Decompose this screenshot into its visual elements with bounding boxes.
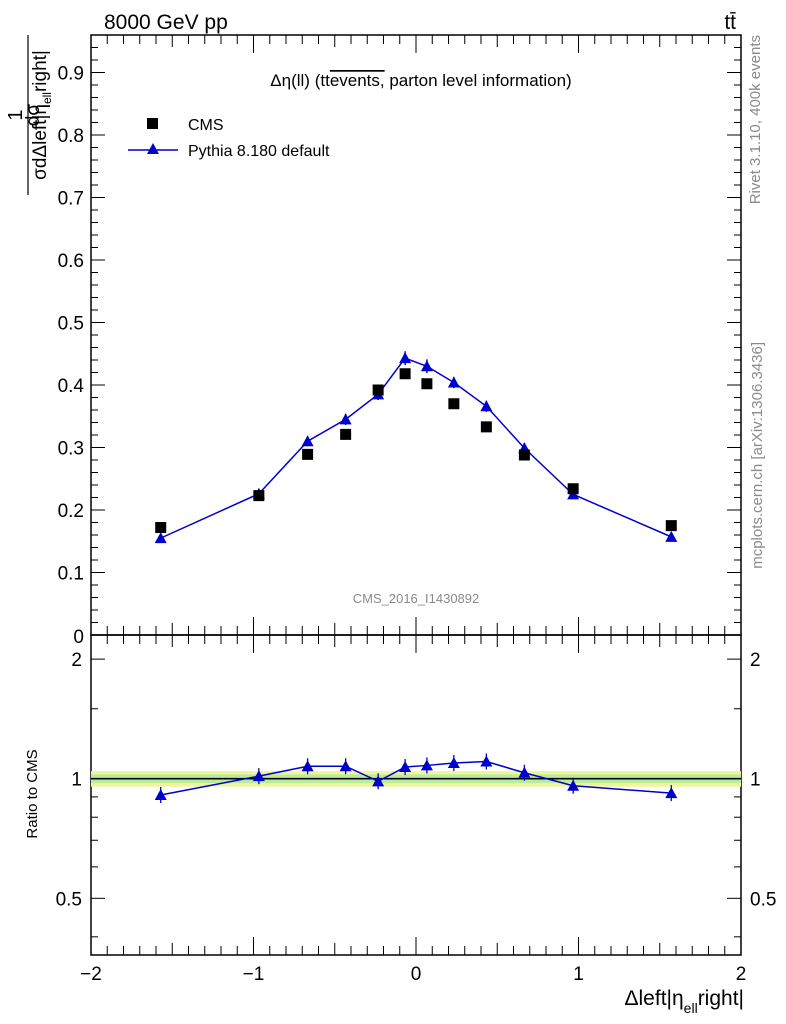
legend-pythia-label: Pythia 8.180 default: [188, 143, 330, 160]
pythia-point: [420, 360, 433, 372]
x-tick-label: 1: [573, 964, 584, 985]
ratio-y-tick-label: 2: [71, 650, 82, 671]
ratio-point: [447, 757, 460, 769]
ratio-point: [420, 759, 433, 771]
pythia-point: [301, 435, 314, 447]
cms-point: [421, 378, 433, 390]
energy-label: 8000 GeV pp: [104, 11, 228, 34]
pythia-series: [154, 351, 678, 544]
cms-point: [155, 522, 167, 533]
y-tick-label-zero: 0: [73, 627, 84, 648]
ratio-line: [160, 760, 672, 796]
ratio-point: [339, 760, 352, 772]
cms-point: [567, 483, 579, 495]
y-label-numerator: dσ: [23, 104, 44, 127]
ratio-plot-frame: [90, 634, 742, 956]
x-tick-label: −2: [80, 964, 102, 985]
ratio-y-tick-label-right: 1: [750, 770, 761, 791]
x-tick-label: −1: [243, 964, 265, 985]
cms-point: [253, 490, 265, 502]
cms-point: [665, 520, 677, 532]
ratio-point: [154, 788, 167, 800]
main-y-axis: 0.1 0.2 0.3 0.4 0.5 0.6 0.7 0.8 0.9 0: [58, 47, 741, 648]
cms-point: [302, 448, 314, 460]
y-tick-label: 0.2: [58, 501, 84, 522]
cms-point: [399, 368, 411, 380]
legend-cms-marker: [147, 118, 158, 129]
y-tick-label: 0.4: [58, 376, 85, 397]
plot-title: Δη(ll) (ttevents, parton level informati…: [270, 71, 571, 90]
cms-point: [372, 384, 384, 396]
ratio-series: [154, 753, 678, 803]
ratio-point: [372, 775, 385, 787]
main-y-axis-label: 1 σdΔleft|ηellright|: [5, 35, 54, 195]
legend-pythia-marker: [147, 143, 159, 154]
y-label-denominator: σdΔleft|ηellright|: [30, 50, 54, 180]
cms-point: [518, 449, 530, 461]
cms-point: [448, 398, 460, 410]
svg-text:1: 1: [5, 109, 27, 120]
y-tick-label: 0.6: [58, 251, 84, 272]
ratio-point: [665, 787, 678, 799]
pythia-point: [665, 530, 678, 542]
y-tick-label: 0.8: [58, 126, 84, 147]
cms-point: [480, 421, 492, 433]
ratio-point: [518, 766, 531, 778]
cms-point: [340, 428, 352, 440]
ratio-y-tick-label: 1: [71, 770, 82, 791]
cms-series: [155, 368, 677, 533]
ratio-y-tick-label-right: 2: [750, 650, 761, 671]
legend-cms-label: CMS: [188, 117, 224, 134]
y-label-numerator-group: dσ: [23, 104, 44, 127]
x-tick-label: 0: [411, 964, 422, 985]
ratio-point: [399, 761, 412, 773]
y-tick-label: 0.5: [58, 314, 84, 335]
process-label: tt̄: [724, 11, 736, 34]
ratio-point: [252, 770, 265, 782]
y-tick-label: 0.1: [58, 564, 84, 585]
source-label: mcplots.cern.ch [arXiv:1306.3436]: [749, 342, 766, 569]
ratio-y-axis-label: Ratio to CMS: [24, 749, 41, 838]
pythia-point: [480, 400, 493, 412]
pythia-point: [447, 376, 460, 388]
ratio-point: [480, 755, 493, 767]
ratio-axes: 0.5 0.5 1 1 2 2: [56, 650, 776, 938]
x-tick-label: 2: [736, 964, 747, 985]
pythia-line: [160, 357, 672, 539]
ratio-point: [567, 779, 580, 791]
pythia-point: [154, 532, 167, 544]
y-tick-label: 0.7: [58, 189, 84, 210]
ratio-reference-band: [91, 771, 741, 787]
rivet-version-label: Rivet 3.1.10, 400k events: [747, 35, 764, 204]
ratio-y-tick-label: 0.5: [56, 889, 82, 910]
pythia-point: [399, 352, 412, 364]
x-axis-label: Δleft|ηellright|: [624, 987, 744, 1016]
pythia-point: [339, 413, 352, 425]
y-tick-label: 0.9: [58, 64, 84, 85]
analysis-watermark: CMS_2016_I1430892: [353, 591, 480, 606]
x-axis-ticks: −2 −1 0 1 2: [80, 35, 746, 985]
legend: CMS Pythia 8.180 default: [128, 117, 330, 160]
y-tick-label: 0.3: [58, 439, 84, 460]
ratio-y-tick-label-right: 0.5: [750, 889, 776, 910]
ratio-point: [301, 760, 314, 772]
